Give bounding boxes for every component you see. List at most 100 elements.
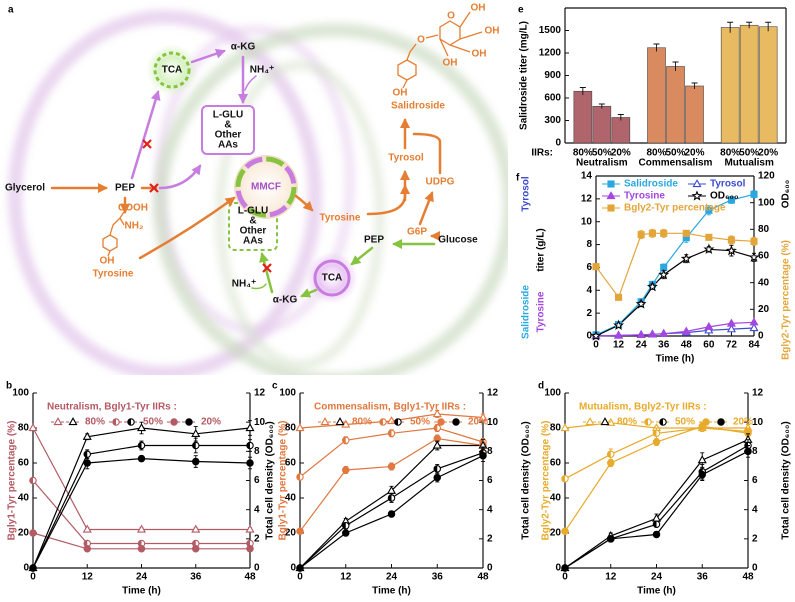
node-label: Glucose [438, 235, 478, 246]
x-tick-label: 24 [636, 340, 648, 351]
structure-label: OH [443, 58, 458, 69]
marker-shape [432, 440, 442, 449]
legend-label: 20% [201, 417, 221, 428]
node-label: L-GLU [238, 206, 269, 217]
data-point [479, 451, 487, 460]
data-point [560, 423, 570, 432]
x-tick-label: 36 [190, 572, 202, 583]
marker-shape [644, 418, 648, 426]
legend-marker [394, 418, 402, 426]
data-point [703, 243, 715, 254]
data-point [726, 318, 736, 327]
group-label: IIRs: [531, 148, 553, 159]
marker-shape [394, 418, 398, 426]
y-tick-label: 100 [279, 388, 296, 399]
marker-shape [659, 418, 663, 426]
y-tick-label: 20 [18, 528, 30, 539]
y-axis-label: Bgly1-Tyr percentage (%) [278, 421, 289, 541]
x-tick-label: 12 [82, 572, 94, 583]
data-point [561, 564, 569, 572]
data-point [682, 229, 690, 237]
y-tick-label: 100 [12, 388, 29, 399]
marker-shape [388, 430, 392, 437]
marker-shape [192, 457, 200, 466]
pathway-shapes [50, 11, 483, 304]
legend-label: Tyrosol [710, 179, 746, 190]
data-point [387, 429, 396, 437]
y2-tick-label: 12 [254, 388, 266, 399]
legend-marker [112, 418, 120, 426]
y-tick-label: 0 [586, 331, 592, 342]
y2-tick-label: 6 [254, 475, 260, 486]
marker-shape [750, 237, 758, 245]
node-label: AAs [218, 140, 238, 151]
marker-shape [652, 438, 661, 446]
legend-label: OD₆₀₀ [710, 191, 739, 202]
data-point [387, 494, 396, 502]
marker-shape [750, 190, 758, 198]
group-name: Commensalism [639, 158, 713, 169]
data-point [658, 268, 670, 280]
marker-shape [387, 462, 396, 471]
panel-label: a [8, 5, 14, 16]
legend-label: 20% [733, 417, 753, 428]
marker-shape [83, 544, 92, 553]
legend-marker [702, 418, 710, 426]
data-point [681, 326, 691, 335]
data-point [432, 409, 442, 418]
marker-shape [635, 298, 647, 309]
legend-label: 50% [675, 417, 695, 428]
legend-marker [606, 191, 616, 200]
marker-shape [725, 244, 737, 256]
panel-label: e [518, 5, 524, 16]
data-point [561, 474, 569, 483]
legend-marker [607, 204, 615, 212]
y-tick-label: 0 [555, 563, 561, 574]
y2-tick-label: 10 [752, 417, 764, 428]
legend-marker [717, 418, 725, 426]
marker-shape [748, 251, 760, 262]
y-tick-label: 80 [18, 423, 30, 434]
x-tick-label: 84 [748, 340, 760, 351]
marker-shape [749, 323, 759, 332]
marker-shape [185, 418, 193, 426]
marker-shape [379, 418, 383, 426]
legend-marker [644, 418, 652, 426]
marker-shape [388, 494, 392, 502]
data-point [245, 423, 255, 432]
legend-title: Mutualism, Bgly2-Tyr IIRs : [579, 402, 707, 413]
data-point [652, 530, 661, 539]
node-label: L-GLU [213, 110, 244, 121]
node-label: & [249, 216, 256, 227]
data-point [246, 459, 254, 467]
data-point [295, 423, 305, 432]
x-tick-label: 36 [697, 572, 709, 583]
group-name: Neutralism [576, 158, 628, 169]
node-label: Tyrosine [93, 269, 134, 280]
bar [647, 47, 666, 144]
y-tick-label: 20 [550, 528, 562, 539]
data-point [590, 330, 602, 341]
bar [666, 66, 685, 144]
marker-shape [434, 424, 438, 432]
marker-shape [698, 470, 706, 479]
data-point [341, 529, 350, 537]
data-point [705, 206, 713, 214]
y2-tick-label: 4 [487, 504, 493, 515]
node-label: NH₄⁺ [250, 65, 275, 76]
y2-axis-label: Total cell density (OD₆₀₀) [521, 421, 532, 539]
legend-label: Bgly2-Tyr percentage [624, 203, 726, 214]
series-line [595, 193, 755, 336]
marker-shape [246, 442, 250, 449]
data-point [659, 328, 669, 337]
x-tick-label: 36 [432, 572, 444, 583]
legend-label: Tyrosine [624, 191, 665, 202]
x-tick-label: 48 [477, 572, 489, 583]
y2-tick-label: 0 [758, 331, 764, 342]
marker-shape [561, 527, 569, 535]
marker-shape [653, 521, 657, 528]
marker-shape [705, 206, 713, 214]
y2-tick-label: 8 [752, 446, 758, 457]
legend-label: 80% [352, 417, 372, 428]
y2-tick-label: 10 [487, 417, 499, 428]
